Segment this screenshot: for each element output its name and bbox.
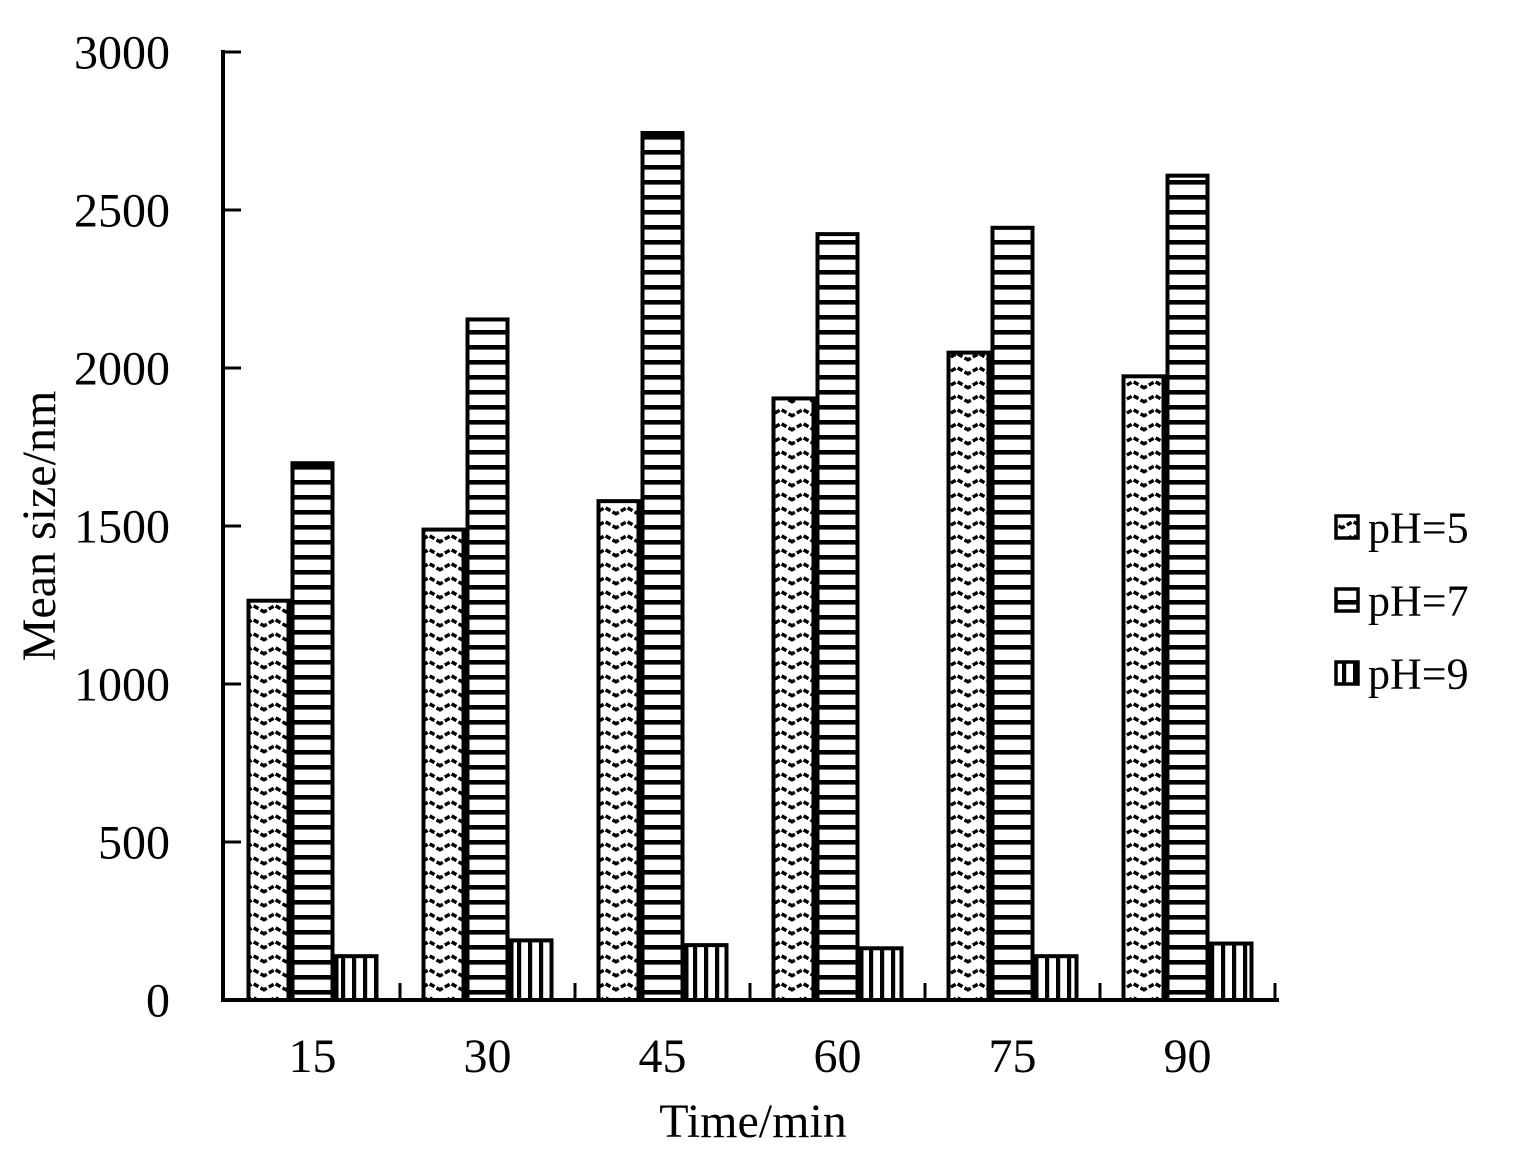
x-tick-90 xyxy=(1273,983,1277,998)
y-tick-3000 xyxy=(225,50,241,54)
y-axis-title: Mean size/nm xyxy=(13,390,66,662)
bar-pH5-15 xyxy=(246,598,291,1002)
bar-pH7-30 xyxy=(465,317,510,1002)
y-tick-1000 xyxy=(225,682,241,686)
x-tick-30 xyxy=(573,983,577,998)
bar-pH5-30 xyxy=(421,527,466,1003)
bar-pH9-45 xyxy=(684,943,729,1002)
x-tick-label-45: 45 xyxy=(639,1030,687,1083)
legend-label-pH7: pH=7 xyxy=(1368,576,1469,625)
x-tick-label-60: 60 xyxy=(814,1030,862,1083)
y-tick-label-500: 500 xyxy=(98,816,170,869)
x-tick-label-75: 75 xyxy=(989,1030,1037,1083)
bar-pH5-45 xyxy=(596,499,641,1002)
y-tick-label-1000: 1000 xyxy=(74,658,170,711)
x-tick-75 xyxy=(1098,983,1102,998)
y-tick-2500 xyxy=(225,208,241,212)
x-tick-60 xyxy=(923,983,927,998)
bar-pH5-75 xyxy=(946,350,991,1002)
legend-swatch-horizontal-lines xyxy=(1334,587,1360,613)
x-axis-line xyxy=(221,998,1279,1002)
y-tick-2000 xyxy=(225,366,241,370)
bar-pH7-15 xyxy=(290,461,335,1003)
bar-pH5-90 xyxy=(1121,374,1166,1002)
x-tick-15 xyxy=(398,983,402,998)
y-tick-500 xyxy=(225,840,241,844)
bar-pH9-15 xyxy=(334,954,379,1002)
x-tick-label-90: 90 xyxy=(1164,1030,1212,1083)
y-tick-label-2000: 2000 xyxy=(74,342,170,395)
legend-label-pH9: pH=9 xyxy=(1368,649,1469,698)
bar-pH9-30 xyxy=(509,938,554,1003)
bar-pH7-45 xyxy=(640,131,685,1002)
y-tick-label-0: 0 xyxy=(146,974,170,1027)
legend-swatch-zigzag xyxy=(1334,514,1360,540)
x-axis-title: Time/min xyxy=(659,1095,847,1148)
bar-pH9-75 xyxy=(1034,954,1079,1002)
legend-label-pH5: pH=5 xyxy=(1368,503,1469,552)
y-tick-label-2500: 2500 xyxy=(74,184,170,237)
y-tick-label-1500: 1500 xyxy=(74,500,170,553)
y-axis-line xyxy=(221,50,225,1002)
bar-pH7-60 xyxy=(815,232,860,1002)
legend-swatch-vertical-lines xyxy=(1334,660,1360,686)
y-tick-1500 xyxy=(225,524,241,528)
x-tick-label-15: 15 xyxy=(289,1030,337,1083)
bar-pH7-90 xyxy=(1165,173,1210,1003)
bar-pH9-60 xyxy=(859,946,904,1003)
bar-pH5-60 xyxy=(771,396,816,1002)
x-tick-label-30: 30 xyxy=(464,1030,512,1083)
y-tick-label-3000: 3000 xyxy=(74,26,170,79)
bar-pH7-75 xyxy=(990,225,1035,1003)
bar-pH9-90 xyxy=(1209,941,1254,1002)
x-tick-45 xyxy=(748,983,752,998)
